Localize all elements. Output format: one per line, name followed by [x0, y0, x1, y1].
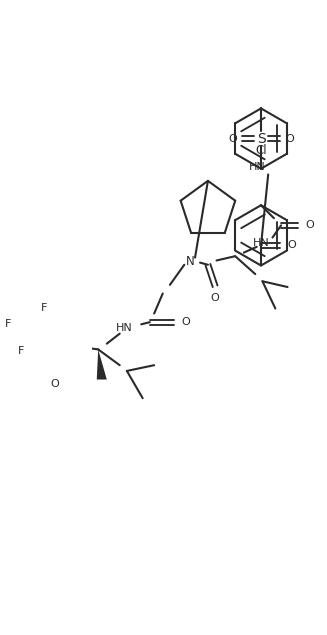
Text: O: O: [287, 241, 296, 250]
Text: O: O: [211, 293, 219, 303]
Text: O: O: [305, 220, 314, 231]
Text: Cl: Cl: [255, 144, 267, 157]
Text: HN: HN: [249, 162, 266, 172]
Text: F: F: [41, 303, 48, 313]
Polygon shape: [97, 349, 107, 380]
Text: F: F: [5, 319, 12, 328]
Text: O: O: [285, 133, 294, 144]
Text: O: O: [181, 317, 190, 327]
Text: O: O: [228, 133, 237, 144]
Text: HN: HN: [253, 238, 270, 248]
Text: F: F: [18, 346, 25, 356]
Text: O: O: [51, 379, 60, 389]
Text: S: S: [257, 131, 266, 145]
Text: HN: HN: [116, 323, 133, 333]
Text: N: N: [186, 255, 194, 268]
